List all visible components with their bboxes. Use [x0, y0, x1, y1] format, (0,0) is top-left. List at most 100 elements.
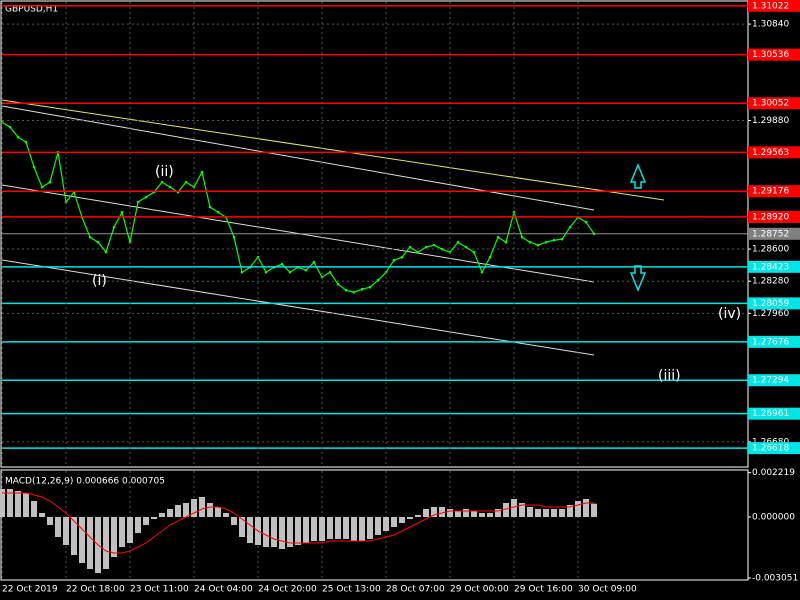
macd-bar [319, 517, 325, 541]
macd-bar [343, 517, 349, 539]
price-point [168, 185, 172, 189]
macd-bar [407, 517, 413, 519]
macd-bar [31, 501, 37, 517]
macd-bar [543, 509, 549, 517]
price-point [568, 225, 572, 229]
price-point [288, 270, 292, 274]
level-box [748, 335, 800, 348]
level-label: 1.29176 [752, 187, 789, 197]
level-box [748, 97, 800, 110]
price-point [264, 270, 268, 274]
x-tick-label: 29 Oct 16:00 [514, 585, 573, 595]
macd-bar [583, 499, 589, 517]
macd-bar [111, 517, 117, 557]
level-box [748, 146, 800, 159]
level-label: 1.31022 [752, 1, 789, 11]
macd-bar [271, 517, 277, 547]
macd-bar [71, 517, 77, 555]
macd-bar [391, 517, 397, 527]
price-point [32, 165, 36, 169]
price-point [88, 235, 92, 239]
trend-line [1, 259, 595, 356]
wave-label: (i) [92, 273, 107, 289]
last-price-box [748, 227, 800, 240]
level-box [748, 260, 800, 273]
macd-bar [103, 517, 109, 569]
level-label: 1.30052 [752, 99, 789, 109]
trend-line [1, 99, 665, 201]
price-point [184, 180, 188, 184]
trend-line [1, 105, 595, 211]
macd-bar [495, 509, 501, 517]
x-tick-label: 23 Oct 11:00 [130, 585, 189, 595]
macd-bar [503, 503, 509, 517]
price-point [208, 205, 212, 209]
level-label: 1.28423 [752, 262, 789, 272]
macd-bar [535, 509, 541, 517]
macd-bar [335, 517, 341, 539]
price-point [16, 135, 20, 139]
macd-bar [135, 517, 141, 533]
x-tick-label: 22 Oct 18:00 [66, 585, 125, 595]
macd-bar [295, 517, 301, 545]
level-label: 1.28920 [752, 212, 789, 222]
price-point [480, 270, 484, 274]
price-point [400, 255, 404, 259]
price-point [144, 195, 148, 199]
level-box [748, 0, 800, 12]
wave-label: (ii) [155, 164, 174, 180]
macd-bar [303, 517, 309, 543]
macd-bar [279, 517, 285, 549]
x-tick-label: 29 Oct 00:00 [450, 585, 509, 595]
macd-bar [159, 513, 165, 517]
macd-bar [63, 517, 69, 545]
price-point [536, 243, 540, 247]
price-point [552, 238, 556, 242]
level-box [748, 210, 800, 223]
up-arrow [629, 163, 647, 189]
price-point [136, 200, 140, 204]
price-point [464, 245, 468, 249]
macd-bar [415, 515, 421, 517]
macd-bar [359, 517, 365, 541]
price-point [488, 255, 492, 259]
y-tick-label: 1.27960 [752, 309, 789, 319]
y-tick-label: 0.000000 [752, 513, 795, 523]
macd-bar [191, 499, 197, 517]
last-price-label: 1.28752 [752, 229, 789, 239]
x-tick-label: 24 Oct 04:00 [194, 585, 253, 595]
x-tick-label: 30 Oct 09:00 [578, 585, 637, 595]
macd-bar [79, 517, 85, 563]
price-point [336, 282, 340, 286]
price-point [120, 210, 124, 214]
macd-bar [479, 513, 485, 517]
price-point [24, 140, 28, 144]
level-box [748, 297, 800, 310]
level-box [748, 48, 800, 61]
macd-bar [15, 491, 21, 517]
macd-bar [527, 507, 533, 517]
price-point [416, 250, 420, 254]
macd-bar [151, 517, 157, 519]
level-label: 1.28059 [752, 299, 789, 309]
level-box [748, 185, 800, 198]
level-label: 1.26618 [752, 444, 789, 454]
macd-bar [231, 517, 237, 525]
wave-label: (iv) [718, 306, 741, 322]
price-point [344, 288, 348, 292]
macd-bar [239, 517, 245, 537]
macd-bar [375, 517, 381, 535]
macd-frame [0, 469, 749, 581]
wave-label: (iii) [658, 368, 681, 384]
macd-bar [351, 517, 357, 541]
macd-bar [207, 503, 213, 517]
price-point [280, 262, 284, 266]
macd-bar [399, 517, 405, 523]
price-point [528, 240, 532, 244]
macd-bar [431, 507, 437, 517]
price-point [40, 185, 44, 189]
price-point [104, 250, 108, 254]
y-tick-label: 1.28600 [752, 245, 789, 255]
macd-bar [367, 517, 373, 539]
price-point [360, 287, 364, 291]
